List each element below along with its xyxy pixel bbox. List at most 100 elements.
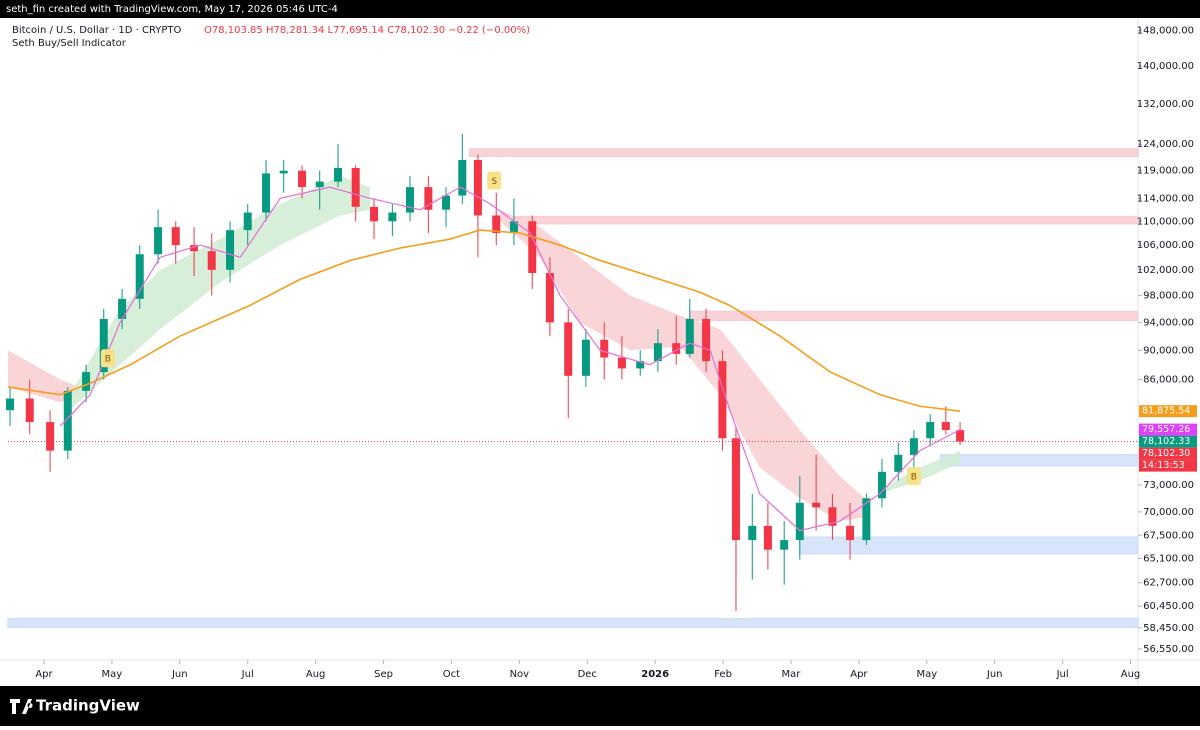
candle-body xyxy=(135,254,144,299)
candle-body xyxy=(243,212,252,231)
brand-logo xyxy=(10,699,33,714)
candle-body xyxy=(941,422,950,431)
candle-body xyxy=(528,221,537,273)
y-tick-label: 73,000.00 xyxy=(1143,480,1194,491)
candle-body xyxy=(406,187,415,213)
countdown-tag xyxy=(1139,459,1197,472)
candle-body xyxy=(581,339,590,376)
signal-marker xyxy=(100,349,115,368)
candle-body xyxy=(685,318,694,354)
x-tick-label: May xyxy=(102,669,123,680)
candle-body xyxy=(492,215,501,234)
x-tick-label: Mar xyxy=(782,669,802,680)
candle-body xyxy=(351,168,360,207)
candle-body xyxy=(956,430,965,442)
x-tick-label: Aug xyxy=(306,669,326,680)
y-tick-label: 90,000.00 xyxy=(1143,345,1194,356)
x-tick-label: Dec xyxy=(578,669,597,680)
x-tick-label: Jun xyxy=(171,669,188,680)
candle-body xyxy=(6,398,15,411)
candle-body xyxy=(846,525,855,541)
cloud-band xyxy=(69,176,370,411)
candle-body xyxy=(99,318,108,373)
candle-body xyxy=(653,343,662,362)
indicator-line xyxy=(59,186,961,532)
signal-marker xyxy=(487,171,502,190)
candle-body xyxy=(154,227,163,255)
candle-body xyxy=(207,251,216,270)
candle-body xyxy=(877,471,886,499)
x-tick-label: Apr xyxy=(35,669,53,680)
price-tag xyxy=(1139,423,1197,436)
footer-bar xyxy=(0,686,1200,726)
x-tick-label: Sep xyxy=(374,669,393,680)
y-tick-label: 67,500.00 xyxy=(1143,530,1194,541)
indicator-line xyxy=(7,229,961,412)
price-tag xyxy=(1139,447,1197,460)
price-tag-label: 78,102.33 xyxy=(1142,436,1190,447)
y-tick-label: 124,000.00 xyxy=(1137,139,1194,150)
candle-body xyxy=(926,422,935,439)
x-tick-label: Jun xyxy=(986,669,1003,680)
candle-body xyxy=(812,502,821,508)
candle-body xyxy=(564,322,573,376)
signal-label: S xyxy=(491,177,497,187)
countdown: 14:13:53 xyxy=(1142,460,1185,471)
candle-body xyxy=(795,502,804,541)
candle-body xyxy=(63,390,72,451)
candle-body xyxy=(702,318,711,362)
candle-body xyxy=(190,245,199,252)
x-tick-label: 2026 xyxy=(641,669,669,680)
candle-body xyxy=(672,343,681,354)
y-tick-label: 140,000.00 xyxy=(1137,61,1194,72)
x-tick-label: Apr xyxy=(850,669,868,680)
candle-body xyxy=(894,454,903,472)
candle-body xyxy=(46,422,55,451)
candle-body xyxy=(315,181,324,188)
ohlc: O78,103.85 H78,281.34 L77,695.14 C78,102… xyxy=(204,25,530,36)
y-tick-label: 86,000.00 xyxy=(1143,375,1194,386)
zone xyxy=(939,454,1139,467)
candle-body xyxy=(279,170,288,174)
y-tick-label: 94,000.00 xyxy=(1143,317,1194,328)
y-tick-label: 60,450.00 xyxy=(1143,601,1194,612)
y-tick-label: 70,000.00 xyxy=(1143,507,1194,518)
candle-body xyxy=(424,187,433,210)
brand: TradingView xyxy=(36,697,140,715)
candle-body xyxy=(828,507,837,526)
zone xyxy=(469,148,1139,158)
y-tick-label: 148,000.00 xyxy=(1137,25,1194,36)
y-tick-label: 132,000.00 xyxy=(1137,99,1194,110)
candle-body xyxy=(473,159,482,216)
x-tick-label: Feb xyxy=(714,669,732,680)
candle-body xyxy=(731,438,740,541)
x-tick-label: May xyxy=(916,669,937,680)
candle-body xyxy=(909,438,918,455)
y-tick-label: 56,550.00 xyxy=(1143,644,1194,655)
candle-body xyxy=(748,525,757,541)
candle-body xyxy=(298,170,307,188)
cloud-band xyxy=(500,209,870,522)
candle-body xyxy=(82,372,91,391)
y-tick-label: 98,000.00 xyxy=(1143,291,1194,302)
x-tick-label: Jul xyxy=(1056,669,1069,680)
candle-body xyxy=(600,339,609,358)
y-tick-label: 106,000.00 xyxy=(1137,240,1194,251)
credit: seth_fin created with TradingView.com, M… xyxy=(6,4,338,15)
y-tick-label: 62,700.00 xyxy=(1143,578,1194,589)
x-tick-label: Oct xyxy=(443,669,460,680)
signal-label: B xyxy=(105,355,111,365)
price-tag xyxy=(1139,435,1197,448)
candle-body xyxy=(442,195,451,210)
y-tick-label: 114,000.00 xyxy=(1137,193,1194,204)
candle-body xyxy=(370,206,379,222)
zone xyxy=(514,215,1139,225)
candle-body xyxy=(718,361,727,439)
x-tick-label: Aug xyxy=(1121,669,1141,680)
candle-body xyxy=(545,272,554,323)
candle-body xyxy=(780,540,789,550)
candle-body xyxy=(25,398,34,423)
symbol: Bitcoin / U.S. Dollar · 1D · CRYPTO xyxy=(12,25,182,36)
y-tick-label: 65,100.00 xyxy=(1143,554,1194,565)
candle-body xyxy=(509,221,518,234)
